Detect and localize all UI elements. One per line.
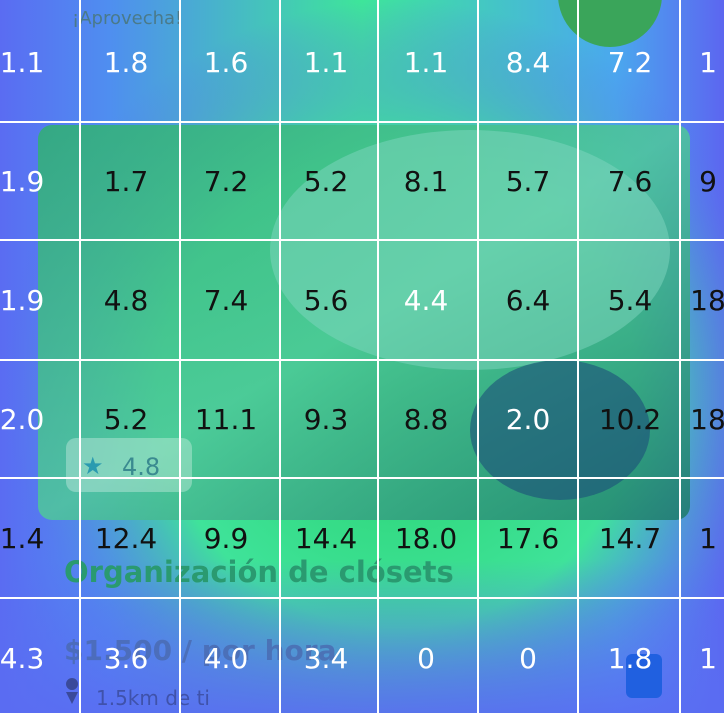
heat-cell: 1.1: [304, 46, 349, 79]
heat-cell: 1: [699, 642, 717, 675]
rating-value: 4.8: [122, 453, 160, 481]
heat-cell: 17.6: [497, 522, 559, 555]
pin-icon: [66, 678, 79, 704]
heat-cell: 9.9: [204, 522, 249, 555]
heat-cell: 1.1: [0, 46, 44, 79]
heat-cell: 18: [690, 284, 724, 317]
heat-cell: 12.4: [95, 522, 157, 555]
heat-cell: 9: [699, 165, 717, 198]
heat-cell: 1.8: [104, 46, 149, 79]
heat-cell: 5.6: [304, 284, 349, 317]
heat-cell: 7.4: [204, 284, 249, 317]
heat-cell: 11.1: [195, 403, 257, 436]
heat-cell: 14.7: [599, 522, 661, 555]
heat-cell: 9.3: [304, 403, 349, 436]
heat-cell: 2.0: [0, 403, 44, 436]
heat-cell: 10.2: [599, 403, 661, 436]
image-shadow: [470, 360, 650, 500]
heat-cell: 0: [519, 642, 537, 675]
card-price: $1.500 / por hora: [64, 634, 336, 667]
heat-cell: 14.4: [295, 522, 357, 555]
rating-star: ★: [82, 452, 104, 480]
heat-cell: 1.8: [608, 642, 653, 675]
heat-cell: 7.2: [204, 165, 249, 198]
heat-cell: 1.6: [204, 46, 249, 79]
heat-cell: 5.4: [608, 284, 653, 317]
chat-icon[interactable]: [626, 654, 662, 698]
heat-cell: 0: [417, 642, 435, 675]
top-button[interactable]: [558, 0, 662, 47]
heat-cell: 1.4: [0, 522, 44, 555]
heat-cell: 3.4: [304, 642, 349, 675]
heat-cell: 1.9: [0, 165, 44, 198]
heat-cell: 8.1: [404, 165, 449, 198]
heat-cell: 4.0: [204, 642, 249, 675]
heat-cell: 2.0: [506, 403, 551, 436]
heat-cell: 1: [699, 522, 717, 555]
heat-cell: 5.2: [304, 165, 349, 198]
heat-cell: 1.7: [104, 165, 149, 198]
heat-cell: 4.4: [404, 284, 449, 317]
heat-cell: 6.4: [506, 284, 551, 317]
heat-cell: 5.7: [506, 165, 551, 198]
heat-cell: 4.3: [0, 642, 44, 675]
heat-cell: 1: [699, 46, 717, 79]
heat-bottom: [0, 560, 724, 713]
heat-cell: 3.6: [104, 642, 149, 675]
heat-cell: 7.6: [608, 165, 653, 198]
heat-cell: 8.4: [506, 46, 551, 79]
image-detail: [270, 130, 670, 370]
card-title[interactable]: Organización de clósets: [64, 555, 454, 589]
card-distance: 1.5km de ti: [96, 686, 210, 710]
heat-cell: 5.2: [104, 403, 149, 436]
heat-cell: 4.8: [104, 284, 149, 317]
heat-cell: 1.9: [0, 284, 44, 317]
heat-cell: 8.8: [404, 403, 449, 436]
promo-label: ¡Aprovecha!: [72, 8, 182, 29]
heat-cell: 18: [690, 403, 724, 436]
heat-cell: 7.2: [608, 46, 653, 79]
heat-cell: 1.1: [404, 46, 449, 79]
heat-cell: 18.0: [395, 522, 457, 555]
